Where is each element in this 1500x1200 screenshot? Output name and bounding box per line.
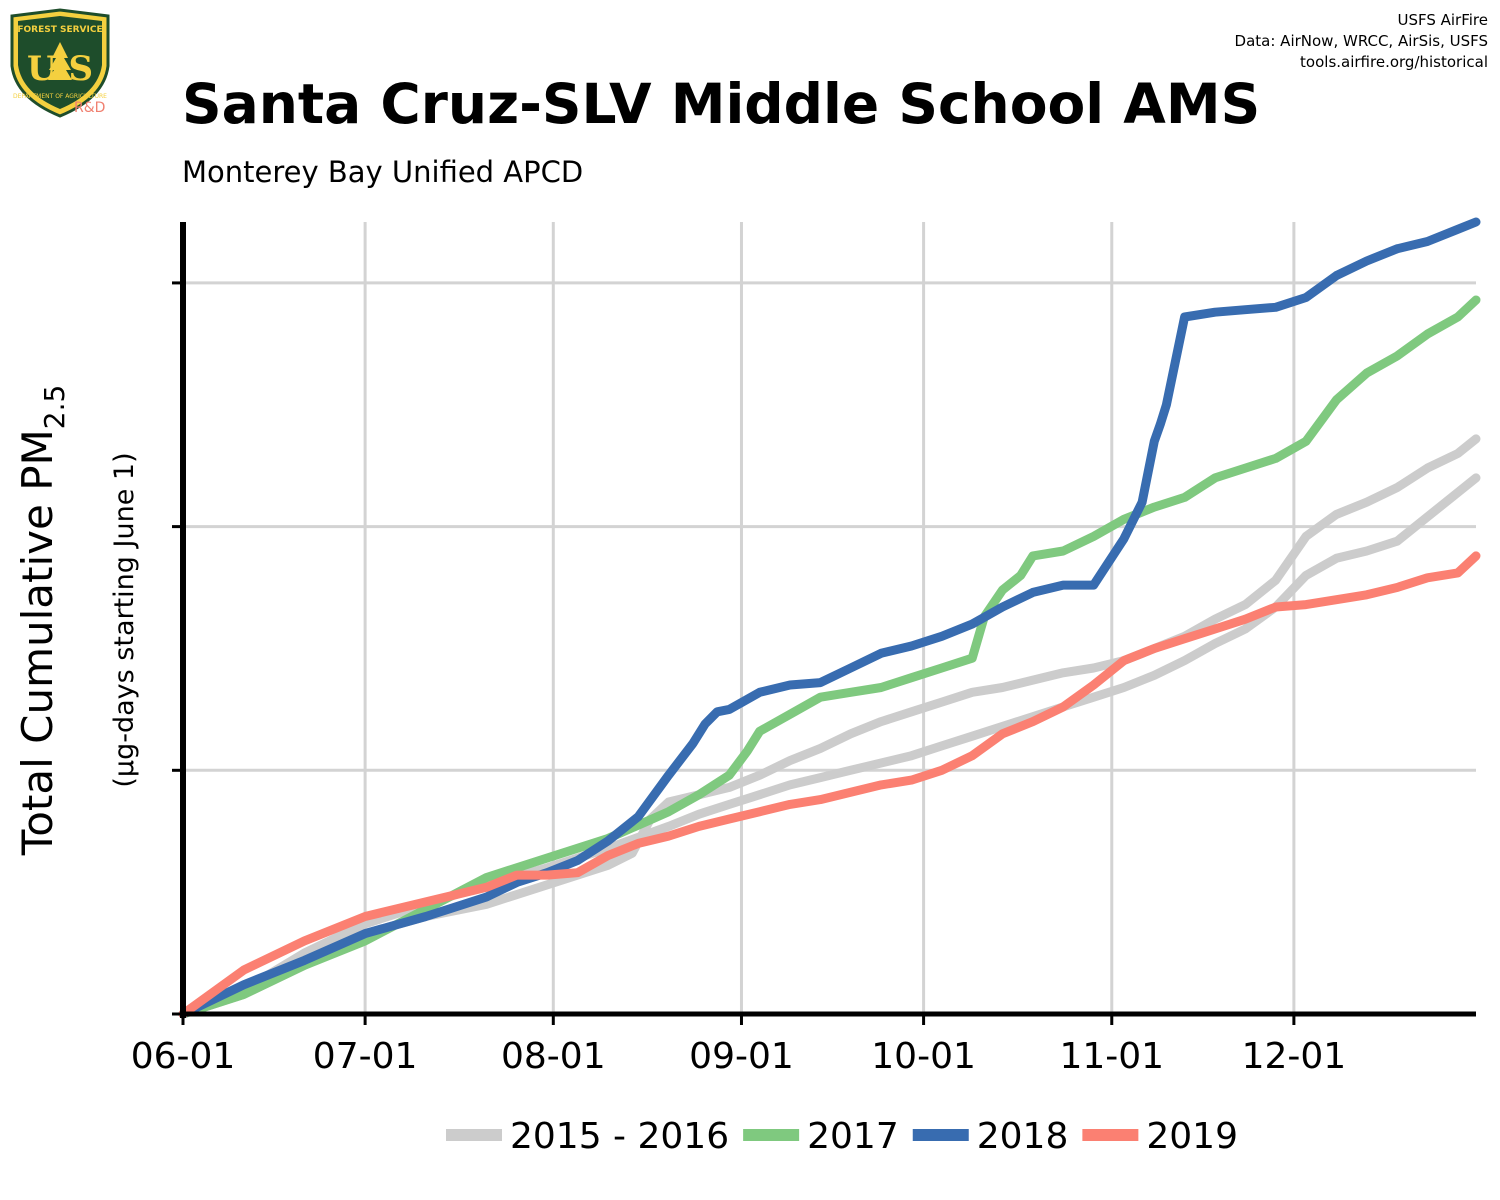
series-line-2018: [178, 217, 1481, 1019]
credits: USFS AirFire Data: AirNow, WRCC, AirSis,…: [1235, 10, 1488, 73]
legend: 2015 - 2016 2017 2018 2019: [446, 1116, 1238, 1157]
y-axis-label: Total Cumulative PM2.5: [13, 385, 71, 857]
series-lines: [178, 217, 1481, 1019]
logo-tag: R&D: [74, 100, 106, 116]
x-tick-label: 09-01: [689, 1036, 794, 1077]
credit-line-2: Data: AirNow, WRCC, AirSis, USFS: [1234, 32, 1488, 50]
y-axis-label-subscript: 2.5: [38, 385, 71, 430]
series-line-2019: [178, 551, 1481, 1019]
legend-label: 2015 - 2016: [510, 1116, 729, 1157]
x-tick-label: 06-01: [131, 1036, 236, 1077]
usfs-shield-icon: FOREST SERVICE U S DEPARTMENT OF AGRICUL…: [10, 8, 110, 118]
credit-line-1: USFS AirFire: [1397, 11, 1488, 29]
axes: [172, 222, 1476, 1025]
logo-bottom-text: DEPARTMENT OF AGRICULTURE: [13, 93, 107, 100]
x-tick-label: 08-01: [501, 1036, 606, 1077]
y-axis-units: (µg-days starting June 1): [109, 452, 140, 787]
logo-top-text: FOREST SERVICE: [17, 25, 102, 35]
chart-title: Santa Cruz-SLV Middle School AMS: [182, 72, 1261, 136]
legend-label: 2019: [1146, 1116, 1238, 1157]
chart-subtitle: Monterey Bay Unified APCD: [182, 155, 584, 189]
x-tick-label: 10-01: [871, 1036, 976, 1077]
x-tick-labels: 06-01 07-01 08-01 09-01 10-01 11-01 12-01: [131, 1036, 1346, 1077]
grid-lines: [183, 222, 1476, 1014]
series-line-2015-2016: [178, 434, 1481, 1019]
y-axis-label-main: Total Cumulative PM: [13, 429, 62, 856]
legend-label: 2018: [977, 1116, 1069, 1157]
legend-label: 2017: [807, 1116, 899, 1157]
x-tick-label: 11-01: [1059, 1036, 1164, 1077]
x-tick-label: 07-01: [313, 1036, 418, 1077]
series-line-2017: [178, 295, 1481, 1019]
tree-icon: [48, 42, 72, 80]
credit-line-3: tools.airfire.org/historical: [1300, 53, 1488, 71]
x-tick-label: 12-01: [1242, 1036, 1347, 1077]
usfs-logo: FOREST SERVICE U S DEPARTMENT OF AGRICUL…: [8, 8, 112, 120]
